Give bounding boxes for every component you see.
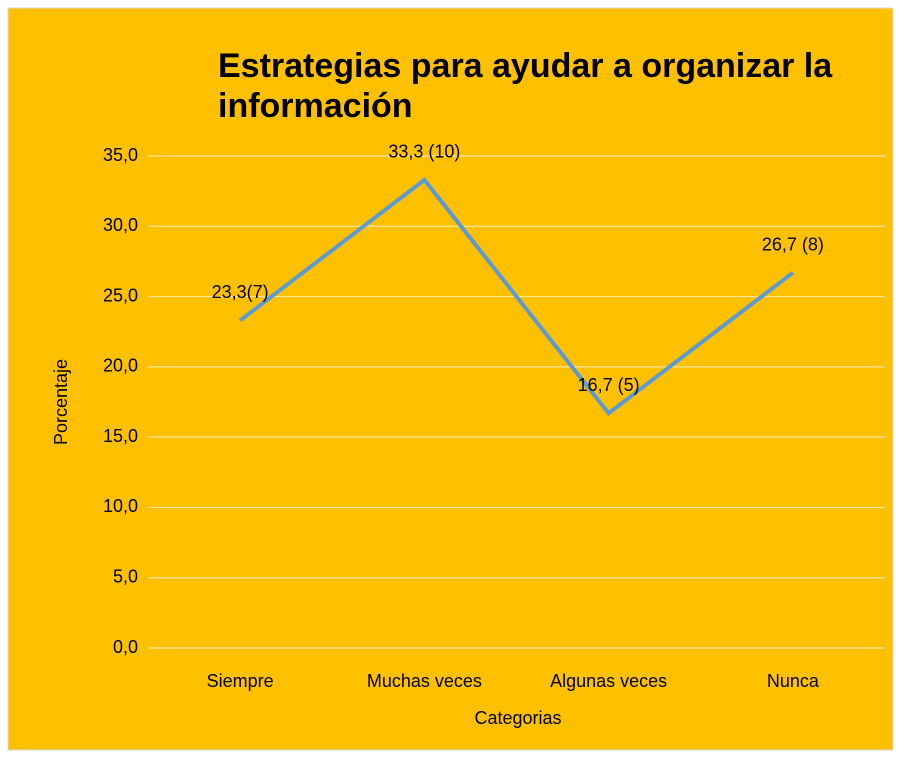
y-tick-label: 25,0 <box>103 285 138 305</box>
x-tick-label: Algunas veces <box>550 671 667 691</box>
y-tick-label: 0,0 <box>113 637 138 657</box>
x-tick-label: Muchas veces <box>367 671 482 691</box>
chart-title: Estrategias para ayudar a organizar la i… <box>218 47 833 125</box>
y-tick-label: 10,0 <box>103 496 138 516</box>
data-label: 16,7 (5) <box>578 375 640 395</box>
y-tick-label: 35,0 <box>103 145 138 165</box>
x-axis-label: Categorias <box>474 708 561 728</box>
line <box>238 177 795 417</box>
y-tick-label: 5,0 <box>113 566 138 586</box>
chart-background <box>7 7 894 751</box>
x-tick-label: Nunca <box>767 671 820 691</box>
y-tick-label: 20,0 <box>103 356 138 376</box>
data-label: 23,3(7) <box>212 282 269 302</box>
y-tick-label: 15,0 <box>103 426 138 446</box>
data-label: 33,3 (10) <box>388 142 460 162</box>
x-tick-label: Siempre <box>207 671 274 691</box>
data-label: 26,7 (8) <box>762 234 824 254</box>
y-tick-label: 30,0 <box>103 215 138 235</box>
y-axis-label: Porcentaje <box>51 359 71 445</box>
